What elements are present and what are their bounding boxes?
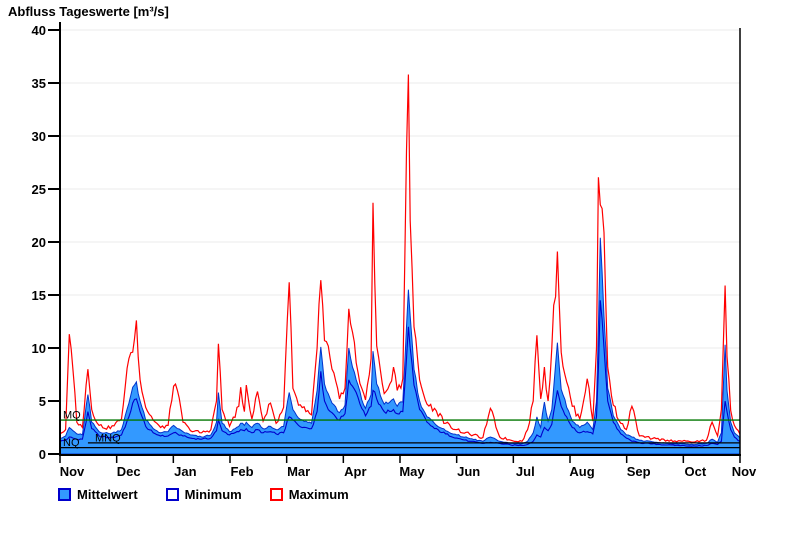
minimum-swatch-icon <box>165 487 179 501</box>
series-minimum-line <box>59 300 741 447</box>
series-mittelwert-area <box>59 237 741 455</box>
month-label-nov-0: Nov <box>60 464 85 479</box>
y-tick-label: 35 <box>32 76 46 91</box>
month-label-feb-3: Feb <box>230 464 253 479</box>
y-tick-label: 10 <box>32 341 46 356</box>
legend-label-mittelwert: Mittelwert <box>77 486 138 502</box>
ref-label-nq: NQ <box>63 437 80 449</box>
month-label-jan-2: Jan <box>174 464 196 479</box>
month-label-apr-5: Apr <box>344 464 366 479</box>
month-label-aug-9: Aug <box>569 464 594 479</box>
y-tick-label: 40 <box>32 23 46 38</box>
legend-item-maximum: Maximum <box>269 486 349 502</box>
maximum-swatch-icon <box>269 487 283 501</box>
ref-label-mnq: MNQ <box>95 432 121 444</box>
legend-label-maximum: Maximum <box>288 486 349 502</box>
month-label-jun-7: Jun <box>457 464 480 479</box>
month-label-dec-1: Dec <box>117 464 141 479</box>
discharge-chart: MQ MNQ NQ 0 5 10 15 20 25 30 35 40 Nov Dec Jan Feb Mar Ap… <box>32 22 757 479</box>
month-label-mar-4: Mar <box>287 464 310 479</box>
y-tick-label: 15 <box>32 288 46 303</box>
month-label-may-6: May <box>399 464 425 479</box>
month-label-sep-10: Sep <box>627 464 651 479</box>
y-tick-label: 25 <box>32 182 46 197</box>
series-maximum-line <box>59 74 741 443</box>
legend-item-minimum: Minimum <box>165 486 242 502</box>
y-tick-label: 30 <box>32 129 46 144</box>
chart-legend: Mittelwert Minimum Maximum <box>58 486 377 502</box>
y-tick-label: 20 <box>32 235 46 250</box>
legend-label-minimum: Minimum <box>184 486 242 502</box>
month-label-oct-11: Oct <box>684 464 706 479</box>
chart-title: Abfluss Tageswerte [m³/s] <box>8 4 169 19</box>
ref-label-mq: MQ <box>63 410 81 422</box>
month-label-nov-12: Nov <box>732 464 757 479</box>
legend-item-mittelwert: Mittelwert <box>58 487 138 502</box>
y-tick-label: 5 <box>39 394 46 409</box>
mittelwert-swatch-icon <box>58 487 71 501</box>
month-label-jul-8: Jul <box>516 464 535 479</box>
y-tick-label: 0 <box>39 447 46 462</box>
